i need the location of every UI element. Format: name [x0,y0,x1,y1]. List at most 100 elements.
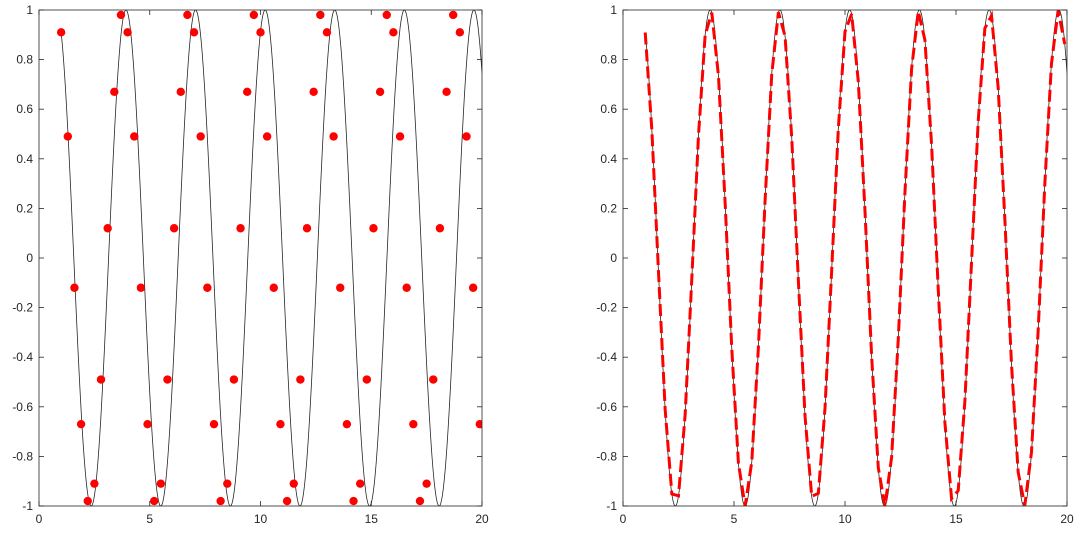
data-point [203,283,212,292]
axes-box [622,9,1068,507]
data-point [176,87,185,97]
data-point [429,375,438,384]
data-point [455,28,465,37]
data-point [289,479,298,488]
chart-left: 0 5 10 15 20 -1 -0.8 -0.6 -0.4 -0.2 0 0.2 0.4 0.6 0.8 1 [12,3,489,526]
data-point [130,132,139,141]
y-tick-label: 0.8 [600,53,617,67]
y-tick-label: -0.2 [12,301,33,315]
y-tick-label: -0.2 [596,301,617,315]
data-point [209,419,219,429]
data-point [375,87,385,97]
data-point [76,419,86,429]
data-point [63,132,72,141]
data-point [435,224,445,233]
y-tick-label: 0 [610,251,617,265]
x-tick-label: 5 [146,512,153,526]
data-point [116,10,126,20]
data-point [349,496,358,506]
y-tick-label: 1 [610,3,617,17]
data-point [296,375,305,384]
chart-right: 0 5 10 15 20 -1 -0.8 -0.6 -0.4 -0.2 0 0.2 0.4 0.6 0.8 1 [596,3,1074,526]
x-tick-label: 5 [731,512,738,526]
data-point [402,283,411,292]
x-tick-label: 15 [949,512,963,526]
data-point [395,132,405,141]
data-point [256,28,265,37]
plot-area [56,10,482,506]
data-point [103,224,112,233]
data-point [183,10,192,20]
data-point [316,10,325,20]
data-point [382,10,391,20]
data-point [216,496,225,506]
y-tick-label: 0 [26,251,33,265]
data-point [236,224,245,233]
data-point [449,10,458,20]
y-tick-label: 0.4 [16,152,33,166]
series-line-sin [60,10,482,506]
x-tick-label: 20 [475,512,489,526]
y-tick-label: 0.2 [16,201,33,215]
y-tick-label: 0.4 [600,152,617,166]
y-tick-label: -1 [606,499,617,513]
y-tick-label: -0.4 [12,350,33,364]
data-point [442,87,451,97]
data-point [302,224,312,233]
y-tick-label: -0.4 [596,350,617,364]
data-point [56,28,66,37]
data-point [223,479,232,488]
x-tick-label: 0 [620,512,627,526]
x-tick-label: 15 [365,512,379,526]
data-point [149,496,159,506]
x-tick-label: 20 [1060,512,1074,526]
data-point [355,479,365,488]
data-point [475,419,482,429]
data-point [189,28,199,37]
data-point [329,132,338,141]
x-tick-label: 0 [36,512,43,526]
data-point [262,132,272,141]
data-point [336,283,345,292]
y-tick-label: -0.8 [596,449,617,463]
data-point [269,283,278,292]
data-point [468,283,478,292]
series-line-sampled [643,10,1067,506]
y-tick-label: -0.8 [12,449,33,463]
data-point [169,224,179,233]
data-point [90,479,99,488]
y-tick-label: 0.6 [600,102,617,116]
data-point [282,496,292,506]
data-point [369,224,378,233]
data-point [196,132,205,141]
y-tick-label: -0.6 [12,400,33,414]
y-tick-label: -0.6 [596,400,617,414]
data-point [342,419,352,429]
data-point [276,419,285,429]
data-point [96,375,106,384]
data-point [309,87,318,97]
data-point [462,132,471,141]
y-tick-label: 0.6 [16,102,33,116]
data-point [389,28,398,37]
y-tick-label: -1 [22,499,33,513]
x-tick-label: 10 [838,512,852,526]
data-point [163,375,172,384]
axes-box [38,9,483,507]
series-line-sin [644,10,1067,506]
data-point [243,87,252,97]
plot-area [643,10,1067,506]
data-point [229,375,239,384]
y-tick-label: 0.8 [16,53,33,67]
data-point [415,496,425,506]
y-tick-label: 0.2 [600,201,617,215]
data-point [422,479,431,488]
data-point [70,283,79,292]
data-point [110,87,119,97]
x-tick-label: 10 [254,512,268,526]
data-point [156,479,166,488]
data-point [409,419,418,429]
y-tick-label: 1 [26,3,33,17]
data-point [322,28,332,37]
